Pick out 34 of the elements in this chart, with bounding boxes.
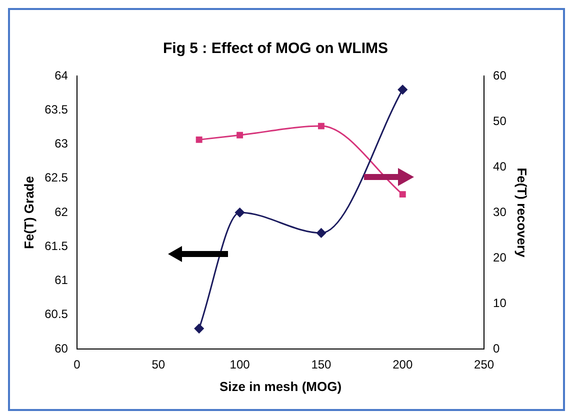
point — [318, 122, 324, 130]
y2-tick-label: 30 — [493, 204, 507, 219]
y2-tick-label: 50 — [493, 114, 507, 128]
x-tick-label: 50 — [152, 358, 166, 372]
y-tick-label: 64 — [54, 68, 68, 82]
point — [194, 324, 204, 334]
x-tick-label: 150 — [311, 358, 332, 372]
y-axis-title: Fe(T) Grade — [21, 176, 36, 249]
y2-tick-label: 10 — [493, 296, 507, 310]
y-tick-label: 60 — [54, 341, 68, 356]
y-tick-label: 63 — [54, 136, 68, 151]
x-tick-label: 250 — [474, 358, 494, 372]
y2-axis-title: Fe(T) recovery — [514, 168, 530, 258]
y-tick-label: 60.5 — [44, 307, 68, 322]
y-tick-label: 62.5 — [44, 170, 68, 185]
point — [399, 191, 406, 198]
y-tick-label: 61 — [54, 273, 68, 288]
y-tick-label: 62 — [54, 204, 68, 219]
chart-title: Fig 5 : Effect of MOG on WLIMS — [163, 40, 388, 58]
x-tick-label: 200 — [392, 358, 413, 372]
point — [398, 84, 408, 94]
point — [316, 228, 326, 238]
point — [235, 208, 245, 218]
y2-tick-label: 60 — [493, 68, 507, 82]
point — [236, 132, 244, 138]
y-tick-label: 63.5 — [44, 102, 68, 116]
x-tick-label: 0 — [74, 358, 81, 372]
y2-tick-label: 0 — [493, 341, 500, 356]
y-tick-label: 61.5 — [44, 238, 68, 253]
y2-tick-label: 20 — [493, 250, 507, 264]
point — [196, 136, 202, 143]
x-tick-label: 100 — [230, 358, 250, 372]
y2-tick-label: 40 — [493, 159, 507, 174]
x-axis-title: Size in mesh (MOG) — [219, 378, 342, 394]
